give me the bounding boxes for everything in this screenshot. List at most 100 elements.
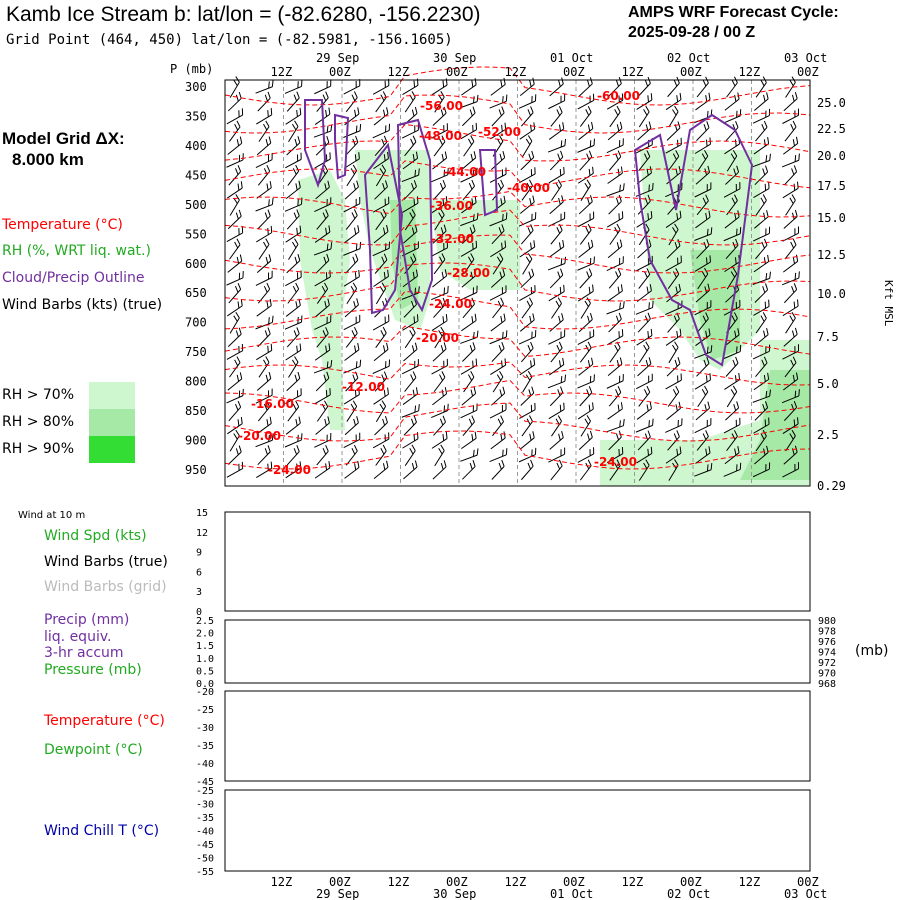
wind-barb [314,197,332,213]
date-label-top: 03 Oct [784,51,827,65]
wind-barb [785,429,796,452]
wind-barb [549,77,564,97]
wind-barb [489,330,508,345]
wind-barb [609,459,621,481]
wind-barb [314,343,331,361]
wind-barb [402,196,419,213]
temperature-contour-label: -40.00 [507,181,550,195]
wind-barb [345,444,358,466]
model-grid-value: 8.000 km [12,150,84,169]
wind-barb [665,92,682,111]
wind-barb [314,79,332,95]
wind-barb [755,238,768,260]
wind-barb [578,121,594,141]
wind-barb [343,359,362,374]
wind-barb [548,447,566,463]
pressure-y2tick: 976 [818,637,836,648]
wind-barb [257,282,271,304]
wind-barb [256,298,272,317]
wind-barb [753,299,770,316]
wind-barb [492,253,504,275]
wind-barb [403,415,417,436]
wind-barb [345,209,358,230]
wind-barb [227,254,243,273]
wind-barb [694,462,713,477]
wind-barb [345,327,358,348]
height-tick-label: 7.5 [817,330,839,344]
height-tick-label: 10.0 [817,287,846,301]
temperature-panel-label: Temperature (°C) [44,713,165,729]
pressure-tick-label: 750 [185,345,207,359]
wind-barb [520,106,534,127]
time-tick-label-bottom: 00Z [563,875,585,889]
wind-barb [226,271,244,286]
wind-barb [579,386,593,407]
wind-barb [666,239,681,259]
pressure-tick-label: 350 [185,109,207,123]
wind-barb [695,283,711,303]
wind-barb [286,327,300,348]
wind-barb [549,313,564,332]
wind-barb [548,166,565,184]
wind-barb [345,253,359,274]
wind-barb [490,150,506,170]
wind-barb [784,120,797,142]
wind-barb [227,327,242,347]
wind-barb [548,329,566,345]
cloud-outline [633,113,754,367]
wind-barb [258,120,270,142]
wind-barb [783,372,799,391]
wind-barb [256,343,273,361]
wind-barb [463,371,475,393]
wind-barb [637,357,652,377]
wind-barb [461,269,477,288]
wind-barb [577,211,595,228]
wind-barb [548,284,565,302]
wind-barb [315,253,330,274]
wind-barb [226,226,244,243]
wind-barb [256,461,273,479]
date-label-top: 29 Sep [316,51,359,65]
rh90-swatch [89,436,135,463]
wind-barb [343,314,361,331]
precip-pressure-ytick: 2.0 [196,629,214,640]
wind-barb [461,313,477,332]
wind-barb [462,460,476,480]
date-label-bottom: 03 Oct [784,887,827,900]
wind-barb [258,238,270,260]
wind-barb [227,181,243,199]
wind-barb [316,282,329,304]
wind-barb [697,150,709,172]
wind-barb [491,224,505,245]
wind-barb [285,298,301,317]
wind-barb [726,430,738,451]
time-tick-label-top: 00Z [446,65,468,79]
wind-barb [755,120,768,142]
temperature-contour-label: -36.00 [430,199,473,213]
wind-barb [606,138,624,154]
wind-barb [431,431,448,449]
height-tick-label: 22.5 [817,122,846,136]
pressure-tick-label: 850 [185,404,207,418]
time-tick-label-top: 00Z [797,65,819,79]
wind-barb [697,385,709,408]
wind-barb [256,372,272,391]
windchill-ytick: -40 [196,827,214,838]
wind-barb [783,136,799,155]
wind-barb [255,197,274,212]
wind-barb [577,447,595,463]
wind-barb [606,418,625,433]
wind-barb [665,137,682,154]
temperature-contour [224,361,811,386]
wind-barb [432,106,447,126]
wind-barb [521,297,533,319]
wind-barb [401,404,420,418]
wind-barb [785,194,796,216]
wind-barb [781,153,800,168]
temperature-contour [224,190,811,218]
wind-barb [522,135,533,157]
wind-barb [607,284,623,302]
wind-barb [285,270,302,287]
wind-barb [431,314,448,331]
